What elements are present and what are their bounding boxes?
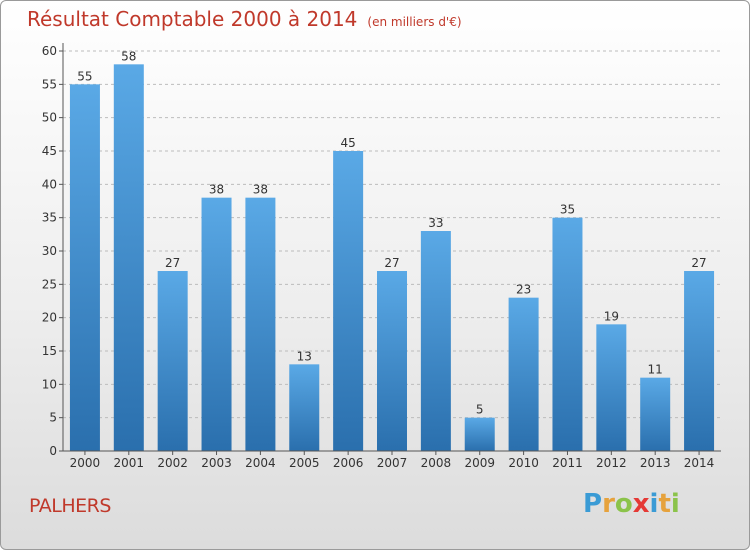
y-tick-label: 30: [42, 244, 57, 258]
bar: [640, 377, 671, 451]
bar: [157, 271, 188, 451]
bar-value-label: 11: [648, 363, 663, 377]
logo-letter: o: [614, 489, 633, 519]
proxiti-logo: Proxiti: [583, 489, 680, 519]
bar-value-label: 23: [516, 283, 531, 297]
bar-value-label: 35: [560, 203, 575, 217]
bar: [684, 271, 715, 451]
chart-title: Résultat Comptable 2000 à 2014 (en millie…: [27, 7, 462, 31]
x-tick-label: 2011: [552, 456, 583, 470]
y-tick-label: 55: [42, 77, 57, 91]
x-tick-label: 2001: [114, 456, 145, 470]
bar-value-label: 33: [428, 216, 443, 230]
x-tick-label: 2014: [684, 456, 715, 470]
x-tick-label: 2013: [640, 456, 671, 470]
bar: [113, 64, 144, 452]
bar: [552, 217, 583, 451]
bar: [420, 231, 451, 451]
x-tick-label: 2005: [289, 456, 320, 470]
logo-letter: t: [658, 489, 671, 519]
x-tick-label: 2012: [596, 456, 627, 470]
bar-value-label: 27: [165, 256, 180, 270]
logo-letter: i: [649, 489, 659, 519]
bar: [201, 197, 232, 451]
bar-value-label: 45: [340, 136, 355, 150]
x-tick-label: 2010: [508, 456, 539, 470]
chart-unit: (en milliers d'€): [367, 15, 462, 29]
x-tick-label: 2000: [70, 456, 101, 470]
bar-value-label: 13: [297, 349, 312, 363]
logo-letter: r: [602, 489, 615, 519]
y-tick-label: 45: [42, 144, 57, 158]
y-tick-label: 0: [49, 444, 57, 458]
bar-value-label: 19: [604, 309, 619, 323]
y-tick-label: 40: [42, 177, 57, 191]
bar: [596, 324, 627, 451]
bar: [464, 417, 495, 451]
y-tick-label: 5: [49, 411, 57, 425]
y-tick-label: 15: [42, 344, 57, 358]
bar-value-label: 38: [253, 183, 268, 197]
y-tick-label: 50: [42, 111, 57, 125]
bar: [289, 364, 320, 451]
bar: [377, 271, 407, 451]
bar: [508, 297, 539, 451]
x-tick-label: 2002: [157, 456, 188, 470]
axes: 0 5 10 15 20 25 30 35 40 45 50 55 60 2000 2001 2002 2003…: [42, 43, 721, 470]
x-tick-label: 2008: [421, 456, 452, 470]
bar-value-label: 38: [209, 183, 224, 197]
bar: [245, 197, 276, 451]
y-tick-label: 10: [42, 377, 57, 391]
bar: [333, 151, 364, 451]
logo-letter: P: [583, 489, 603, 519]
x-tick-label: 2004: [245, 456, 276, 470]
x-tick-label: 2003: [201, 456, 232, 470]
y-tick-label: 60: [42, 44, 57, 58]
bar-value-label: 58: [121, 49, 136, 63]
bar-value-label: 27: [384, 256, 399, 270]
x-tick-label: 2006: [333, 456, 364, 470]
bar-value-label: 55: [77, 69, 92, 83]
x-tick-label: 2007: [377, 456, 408, 470]
y-tick-label: 20: [42, 311, 57, 325]
bar: [69, 84, 100, 451]
logo-letter: x: [632, 489, 650, 519]
logo-letter: i: [670, 489, 680, 519]
y-tick-label: 25: [42, 277, 57, 291]
x-tick-label: 2009: [464, 456, 495, 470]
bar-value-label: 27: [691, 256, 706, 270]
y-tick-label: 35: [42, 211, 57, 225]
bars: 55 58 27 38 38 13 45 27 33 5 23 35 19 11 27: [69, 49, 715, 452]
bar-value-label: 5: [476, 403, 484, 417]
commune-name: PALHERS: [29, 495, 111, 517]
chart-title-text: Résultat Comptable 2000 à 2014: [27, 7, 358, 31]
